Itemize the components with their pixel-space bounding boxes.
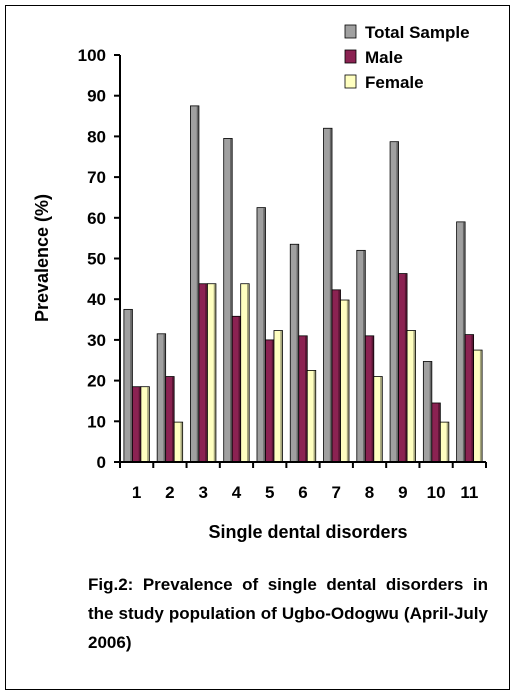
bar-female-2 [173, 421, 184, 463]
axes-group: 0 10 20 30 40 50 60 70 80 90 100 1 2 3 4 5 6 7 8 9 10 11 [78, 46, 487, 502]
y-tick-label: 90 [87, 87, 106, 106]
y-tick-label: 30 [87, 331, 106, 350]
bar-female-3 [207, 283, 217, 463]
x-tick-label: 5 [265, 483, 274, 502]
x-tick-label: 7 [332, 483, 341, 502]
bar-total-sample-3 [190, 105, 200, 463]
y-tick-label: 20 [87, 372, 106, 391]
y-tick-label: 40 [87, 290, 106, 309]
x-axis-title: Single dental disorders [208, 522, 407, 542]
x-tick-label: 10 [427, 483, 446, 502]
bar-total-sample-10 [422, 361, 433, 463]
bar-female-10 [439, 421, 450, 463]
bar-male-4 [231, 315, 242, 463]
x-tick-label: 1 [132, 483, 141, 502]
bar-male-6 [298, 335, 308, 463]
y-tick-label: 0 [97, 453, 106, 472]
bar-female-9 [406, 330, 416, 463]
x-tick-label: 11 [460, 483, 478, 502]
y-tick-label: 60 [87, 209, 106, 228]
bar-male-5 [265, 339, 275, 463]
bar-female-6 [306, 370, 317, 463]
bar-male-2 [165, 376, 175, 463]
legend-swatch [344, 49, 357, 64]
bar-male-3 [198, 283, 208, 463]
x-tick-label: 9 [398, 483, 407, 502]
legend-item-female: Female [344, 73, 424, 92]
bar-total-sample-6 [289, 243, 300, 463]
x-tick-label: 4 [232, 483, 242, 502]
y-tick-label: 50 [87, 250, 106, 269]
bar-male-1 [131, 386, 142, 463]
bar-total-sample-1 [123, 308, 133, 463]
legend-label: Female [365, 73, 424, 92]
x-tick-label: 3 [198, 483, 207, 502]
bar-male-10 [431, 402, 441, 463]
bars-group [123, 105, 483, 463]
bar-female-4 [240, 283, 250, 463]
bar-female-8 [373, 376, 383, 463]
y-tick-label: 70 [87, 168, 106, 187]
legend-swatch [344, 74, 357, 89]
legend-label: Total Sample [365, 23, 470, 42]
x-tick-label: 6 [298, 483, 307, 502]
bar-total-sample-9 [389, 141, 399, 463]
bar-female-7 [340, 299, 350, 463]
y-tick-label: 80 [87, 127, 106, 146]
bar-male-7 [331, 289, 341, 463]
legend-item-total-sample: Total Sample [344, 23, 470, 42]
bar-male-9 [398, 273, 408, 463]
y-tick-label: 100 [78, 46, 106, 65]
legend: Total Sample Male Female [344, 23, 470, 92]
bar-female-1 [140, 386, 150, 463]
bar-total-sample-7 [323, 127, 333, 463]
bar-total-sample-8 [356, 249, 366, 463]
y-tick-label: 10 [87, 412, 106, 431]
bar-total-sample-4 [223, 138, 233, 463]
legend-item-male: Male [344, 48, 403, 67]
bar-female-11 [473, 349, 483, 463]
bar-female-5 [273, 330, 283, 463]
x-tick-label: 8 [365, 483, 374, 502]
figure-caption: Fig.2: Prevalence of single dental disor… [88, 575, 488, 652]
bar-total-sample-11 [456, 221, 466, 463]
bar-total-sample-2 [156, 333, 167, 463]
legend-swatch [344, 24, 357, 39]
y-axis-title: Prevalence (%) [32, 194, 52, 322]
bar-male-8 [364, 335, 375, 463]
bar-total-sample-5 [256, 207, 266, 463]
bar-male-11 [464, 334, 475, 463]
x-tick-label: 2 [165, 483, 174, 502]
legend-label: Male [365, 48, 403, 67]
